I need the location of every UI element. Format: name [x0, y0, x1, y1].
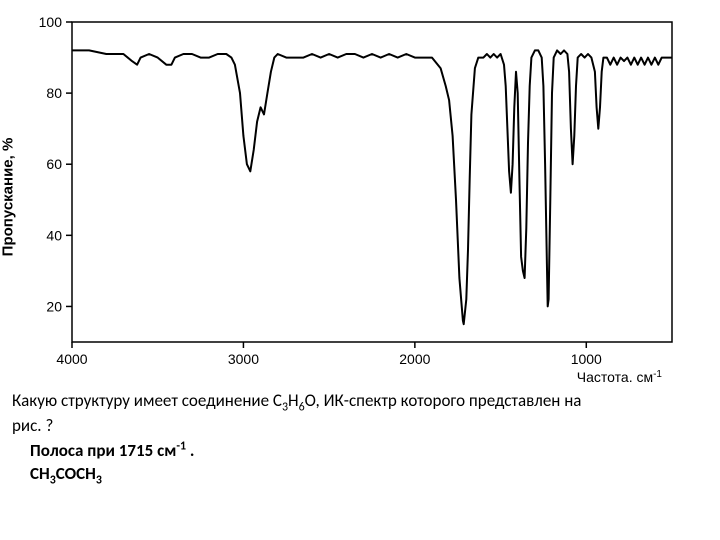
band-sup: -1: [176, 439, 186, 453]
svg-text:Частота, см-1: Частота, см-1: [577, 369, 663, 383]
caption-line-4: CH3COCH3: [12, 463, 708, 488]
svg-text:80: 80: [46, 85, 62, 101]
svg-text:40: 40: [46, 227, 62, 243]
caption-line-3: Полоса при 1715 см-1 .: [12, 438, 708, 463]
svg-text:60: 60: [46, 156, 62, 172]
band-text: Полоса при 1715 см: [30, 440, 176, 461]
svg-text:100: 100: [39, 14, 63, 30]
ans-b: COCH: [56, 463, 96, 484]
svg-text:1000: 1000: [571, 351, 602, 367]
chart-svg: 20 40 60 80 100 4000 3000 2000 1000 Частота, см-1: [12, 12, 692, 382]
band-dot: .: [186, 440, 194, 461]
y-axis-label: Пропускание, %: [0, 138, 17, 257]
svg-text:20: 20: [46, 298, 62, 314]
svg-text:2000: 2000: [399, 351, 430, 367]
svg-text:4000: 4000: [56, 351, 87, 367]
q-part-c: O, ИК-спектр которого представлен на: [305, 390, 582, 411]
ans-sub-b: 3: [96, 473, 102, 487]
q-part-a: Какую структуру имеет соединение C: [12, 390, 282, 411]
caption-block: Какую структуру имеет соединение C3H6O, …: [12, 390, 708, 488]
ans-a: CH: [30, 463, 50, 484]
caption-line-2: рис. ?: [12, 415, 708, 438]
ir-spectrum-chart: Пропускание, % 2040608010040003000200010…: [12, 12, 692, 382]
caption-line-1: Какую структуру имеет соединение C3H6O, …: [12, 390, 708, 415]
q-part-b: H: [288, 390, 299, 411]
svg-text:3000: 3000: [228, 351, 259, 367]
